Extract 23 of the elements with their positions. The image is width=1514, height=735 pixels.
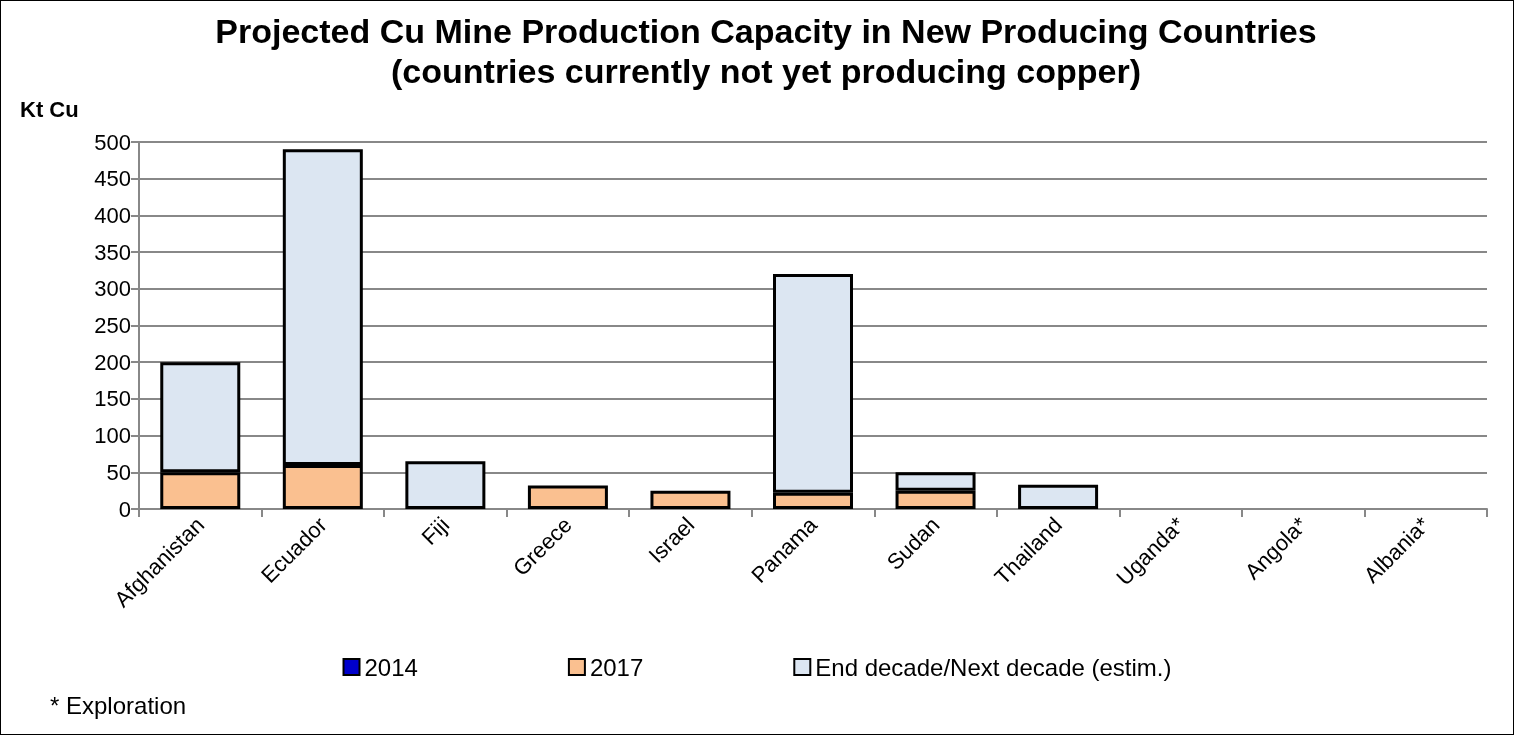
- legend-label: 2014: [364, 653, 418, 681]
- chart-subtitle: (countries currently not yet producing copper): [391, 52, 1141, 90]
- y-tick-label: 500: [94, 129, 131, 155]
- y-tick-label: 150: [94, 386, 131, 412]
- bar: [1018, 484, 1099, 509]
- legend-label: 2017: [589, 653, 644, 681]
- y-tick-label: 400: [94, 202, 131, 228]
- legend-label: End decade/Next decade (estim.): [815, 653, 1172, 681]
- y-tick-label: 300: [94, 276, 131, 302]
- x-tick-label: Fiji: [416, 512, 455, 550]
- bar: [527, 485, 608, 509]
- y-tick-label: 350: [94, 239, 131, 265]
- y-tick-label: 0: [118, 496, 131, 522]
- y-tick-label: 450: [94, 166, 131, 192]
- chart-title: Projected Cu Mine Production Capacity in New Producing Countries: [215, 12, 1317, 50]
- y-tick-label: 200: [94, 349, 131, 375]
- y-tick-label: 50: [106, 459, 131, 485]
- bar: [650, 490, 731, 509]
- y-tick-label: 100: [94, 423, 131, 449]
- bar: [405, 461, 486, 509]
- text: * Exploration: [50, 691, 187, 719]
- y-axis-title: Kt Cu: [20, 96, 79, 122]
- y-tick-label: 250: [94, 313, 131, 338]
